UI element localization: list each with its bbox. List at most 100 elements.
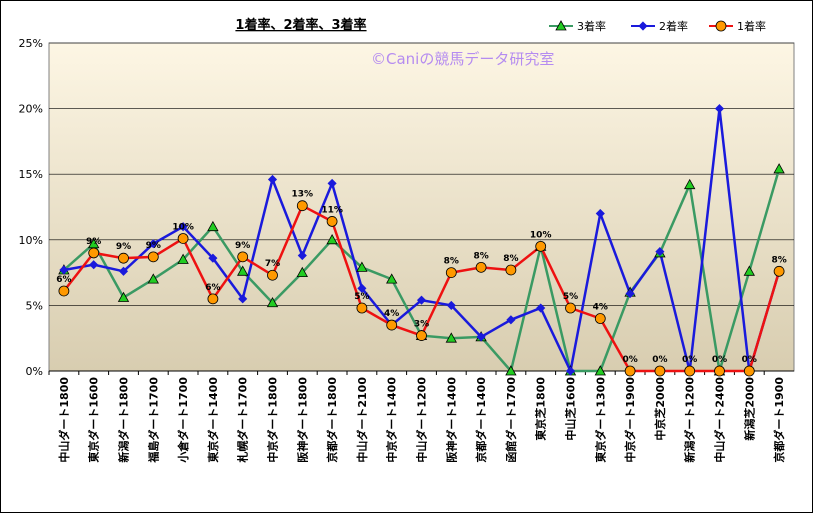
series-3-point (445, 267, 457, 279)
data-label: 5% (354, 292, 369, 302)
series-3-point (386, 319, 398, 331)
series-2-point (89, 260, 99, 270)
y-tick-label: 10% (19, 234, 43, 247)
series-2-point (565, 366, 576, 376)
legend-marker-3 (715, 20, 727, 32)
series-3-point (237, 251, 249, 263)
x-tick-label: 東京芝1800 (534, 377, 548, 441)
series-3-point (475, 261, 487, 273)
y-tick-label: 15% (19, 168, 43, 181)
x-tick-label: 中京ダート1400 (385, 377, 399, 463)
x-tick-label: 新潟ダート1200 (683, 377, 697, 463)
legend-marker-1 (555, 20, 567, 31)
x-tick-label: 京都ダート1400 (474, 377, 488, 463)
data-label: 0% (682, 355, 697, 365)
legend-marker-2 (638, 21, 648, 31)
legend-label-2: 2着率 (659, 19, 688, 33)
series-3-point (177, 233, 189, 244)
data-label: 9% (146, 241, 161, 251)
data-label: 13% (292, 190, 314, 200)
data-label: 6% (205, 283, 220, 293)
series-1-point (386, 273, 398, 284)
data-label: 4% (593, 303, 608, 313)
series-3-point (684, 365, 696, 377)
series-3-point (58, 285, 70, 297)
series-3-point (743, 365, 755, 377)
legend-label-1: 3着率 (577, 19, 606, 33)
x-tick-label: 東京ダート1300 (593, 377, 607, 463)
series-2-point (59, 265, 69, 275)
series-2-point (714, 104, 725, 114)
series-2-point (446, 300, 456, 310)
data-label: 8% (473, 251, 488, 261)
x-tick-label: 中京芝2000 (653, 377, 667, 441)
data-label: 0% (742, 355, 757, 365)
x-tick-label: 中山ダート1800 (57, 377, 71, 463)
x-tick-label: 京都ダート1900 (772, 377, 786, 463)
chart-title: 1着率、2着率、3着率 (235, 17, 366, 33)
data-label: 3% (414, 320, 429, 330)
series-3-point (505, 264, 517, 276)
series-2-point (476, 332, 486, 342)
series-3-point (594, 313, 606, 324)
x-tick-label: 東京ダート1400 (206, 377, 220, 463)
series-2-point (595, 208, 605, 219)
series-3-point (624, 365, 636, 377)
data-label: 9% (235, 241, 250, 251)
series-1-point (445, 332, 457, 343)
series-2-point (506, 315, 516, 325)
y-tick-label: 0% (26, 365, 43, 378)
data-label: 9% (116, 242, 131, 252)
series-2-point (625, 289, 635, 299)
series-3-point (118, 252, 129, 264)
y-tick-label: 5% (26, 299, 43, 312)
series-3-point (356, 302, 368, 314)
series-3-point (565, 302, 576, 314)
series-1-point (594, 365, 606, 376)
series-1-point (356, 261, 368, 272)
x-tick-label: 中山芝1600 (564, 377, 578, 441)
data-label: 5% (563, 292, 578, 302)
series-3-point (535, 240, 547, 252)
series-1-point (177, 253, 189, 264)
series-1-point (237, 265, 249, 276)
data-label: 0% (622, 355, 637, 365)
data-label: 4% (384, 309, 399, 319)
series-1-point (505, 365, 517, 376)
x-tick-label: 中山ダート1200 (415, 377, 429, 463)
series-3-point (147, 251, 159, 263)
x-tick-label: 京都ダート1800 (325, 377, 339, 463)
x-tick-label: 中京ダート1800 (266, 377, 280, 463)
x-tick-label: 札幌ダート1700 (236, 377, 250, 464)
x-tick-label: 小倉ダート1700 (176, 377, 190, 464)
series-2-point (655, 247, 665, 257)
data-label: 7% (265, 259, 280, 269)
series-3-point (296, 200, 308, 212)
series-1-point (326, 233, 338, 245)
series-3-point (88, 247, 100, 259)
series-3-point (773, 265, 785, 277)
x-tick-label: 東京ダート1600 (87, 377, 101, 463)
x-tick-label: 新潟ダート1800 (117, 377, 131, 463)
data-label: 11% (321, 205, 343, 215)
x-tick-label: 中山ダート2400 (713, 377, 727, 463)
data-label: 8% (444, 257, 459, 267)
y-tick-label: 20% (19, 103, 43, 116)
series-1-point (743, 265, 755, 276)
series-2-point (416, 295, 427, 305)
data-label: 0% (652, 355, 667, 365)
legend-label-3: 1着率 (737, 19, 766, 33)
series-3-point (267, 269, 278, 281)
x-tick-label: 新潟芝2000 (742, 377, 756, 441)
x-tick-label: 阪神ダート1400 (444, 377, 458, 463)
series-3-point (326, 216, 338, 227)
series-1-point (147, 273, 159, 284)
series-1-point (296, 266, 308, 278)
series-2-point (536, 303, 546, 313)
series-2-point (357, 283, 367, 293)
series-2-point (118, 266, 129, 276)
series-1-point (207, 220, 219, 232)
x-tick-label: 中京ダート1900 (623, 377, 637, 463)
